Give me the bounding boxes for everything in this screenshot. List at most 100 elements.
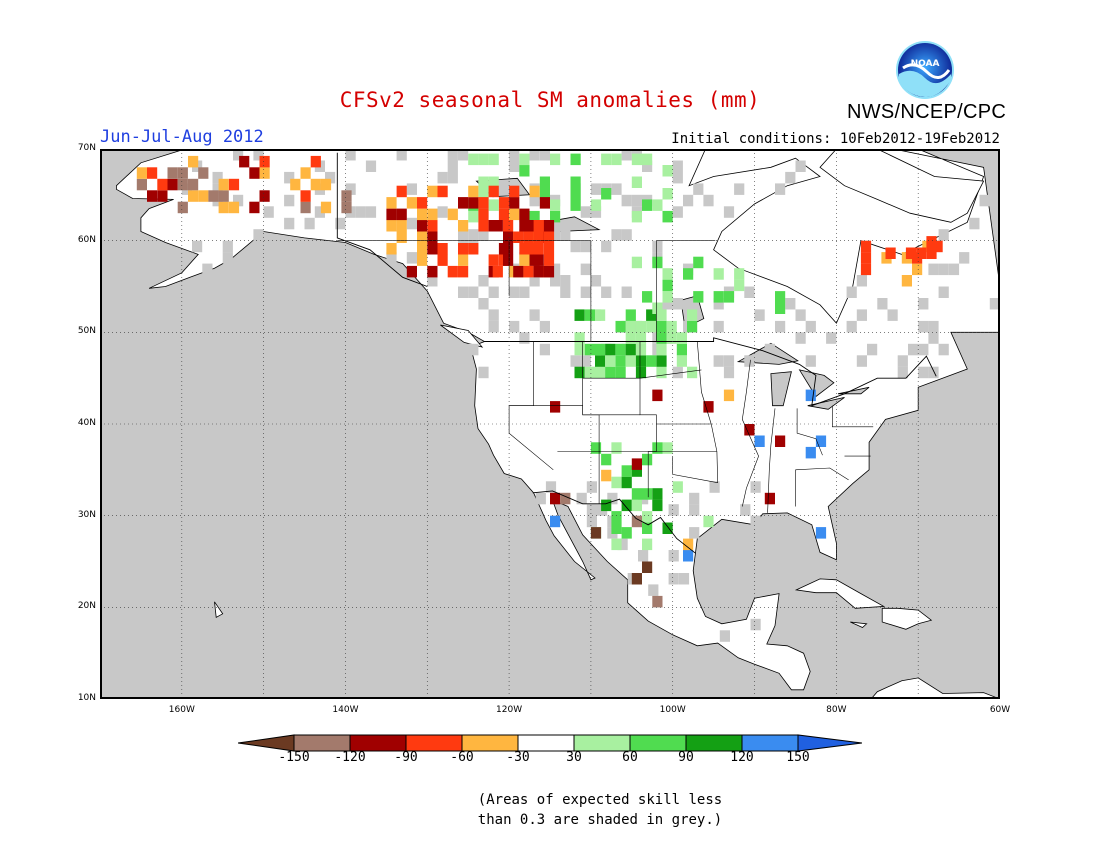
anomaly-cell [488, 176, 499, 188]
anomaly-cell [147, 167, 158, 179]
boundary-line-12 [672, 456, 718, 483]
anomaly-cell [887, 309, 898, 321]
anomaly-cell [740, 504, 751, 516]
anomaly-cell [310, 178, 321, 191]
anomaly-cell [926, 236, 937, 248]
anomaly-cell [611, 442, 622, 454]
anomaly-cell [916, 247, 927, 259]
anomaly-cell [652, 389, 663, 402]
anomaly-cell [417, 197, 428, 209]
anomaly-cell [249, 167, 260, 179]
anomaly-cell [734, 268, 745, 280]
anomaly-cell [611, 538, 622, 551]
anomaly-cell [668, 550, 679, 562]
anomaly-cell [901, 275, 912, 287]
anomaly-cell [574, 343, 585, 356]
anomaly-cell [447, 171, 458, 184]
anomaly-cell [754, 435, 765, 447]
anomaly-cell [437, 254, 448, 266]
anomaly-cell [406, 265, 417, 278]
anomaly-cell [856, 275, 867, 287]
anomaly-cell [519, 254, 530, 266]
anomaly-cell [713, 298, 724, 310]
anomaly-cell [672, 160, 683, 172]
anomaly-cell [662, 279, 673, 292]
anomaly-cell [580, 263, 591, 276]
anomaly-cell [611, 511, 622, 523]
anomaly-cell [605, 343, 616, 356]
anomaly-cell [642, 561, 653, 573]
anomaly-cell [611, 183, 622, 195]
anomaly-cell [611, 229, 622, 241]
lat-label-70N: 70N [77, 143, 96, 153]
anomaly-cell [734, 279, 745, 292]
anomaly-cell [396, 231, 407, 243]
us-mexico-border [532, 490, 696, 554]
anomaly-cell [550, 210, 561, 223]
legend-label: -120 [334, 750, 366, 765]
anomaly-cell [529, 210, 540, 223]
anomaly-cell [341, 190, 352, 202]
anomaly-cell [437, 243, 448, 255]
anomaly-cell [513, 231, 524, 243]
anomaly-cell [928, 332, 939, 344]
anomaly-cell [754, 309, 765, 321]
anomaly-cell [860, 263, 872, 276]
anomaly-cell [723, 355, 735, 367]
anomaly-cell [590, 442, 602, 454]
anomaly-cell [386, 243, 397, 255]
anomaly-cell [795, 332, 806, 344]
anomaly-cell [795, 309, 806, 321]
anomaly-cell [584, 366, 595, 379]
legend-swatch [517, 734, 575, 752]
anomaly-cell [625, 309, 636, 321]
anomaly-cell [642, 511, 653, 523]
anomaly-cell [478, 208, 489, 221]
anomaly-cell [764, 492, 775, 505]
anomaly-cell [284, 171, 295, 184]
anomaly-cell [468, 286, 479, 298]
anomaly-cell [938, 229, 949, 241]
anomaly-cell [417, 231, 428, 243]
anomaly-cell [519, 220, 530, 232]
anomaly-cell [519, 243, 530, 255]
anomaly-cell [550, 229, 561, 241]
anomaly-cell [188, 190, 199, 202]
anomaly-cell [631, 256, 642, 269]
anomaly-cell [509, 208, 520, 221]
anomaly-cell [723, 291, 735, 303]
anomaly-cell [642, 291, 653, 303]
anomaly-cell [666, 320, 677, 333]
anomaly-cell [625, 343, 636, 356]
anomaly-cell [580, 206, 591, 218]
anomaly-cell [611, 476, 622, 489]
map-border [100, 149, 1000, 699]
anomaly-cell [693, 256, 704, 269]
anomaly-cell [365, 206, 377, 218]
anomaly-cell [744, 286, 755, 298]
anomaly-cell [676, 332, 687, 344]
anomaly-cell [458, 254, 469, 266]
anomaly-cell [646, 320, 657, 333]
anomaly-cell [320, 178, 332, 191]
anomaly-cell [652, 256, 663, 269]
anomaly-cell [503, 231, 514, 243]
anomaly-cell [574, 366, 585, 379]
anomaly-cell [228, 201, 240, 214]
anomaly-cell [621, 476, 632, 489]
anomaly-cell [631, 176, 642, 188]
legend-label: -60 [450, 750, 474, 765]
anomaly-cell [325, 171, 336, 184]
anomaly-cell [539, 176, 550, 188]
lon-label-120W: 120W [496, 705, 523, 715]
anomaly-cell [239, 155, 250, 168]
anomaly-cell [693, 183, 704, 195]
anomaly-cell [621, 286, 632, 298]
anomaly-cell [959, 252, 970, 264]
anomaly-cell [617, 538, 628, 551]
anomaly-cell [198, 190, 209, 202]
anomaly-cell [519, 332, 530, 344]
anomaly-cell [625, 332, 636, 344]
anomaly-cell [259, 167, 270, 179]
anomaly-cell [723, 366, 735, 379]
